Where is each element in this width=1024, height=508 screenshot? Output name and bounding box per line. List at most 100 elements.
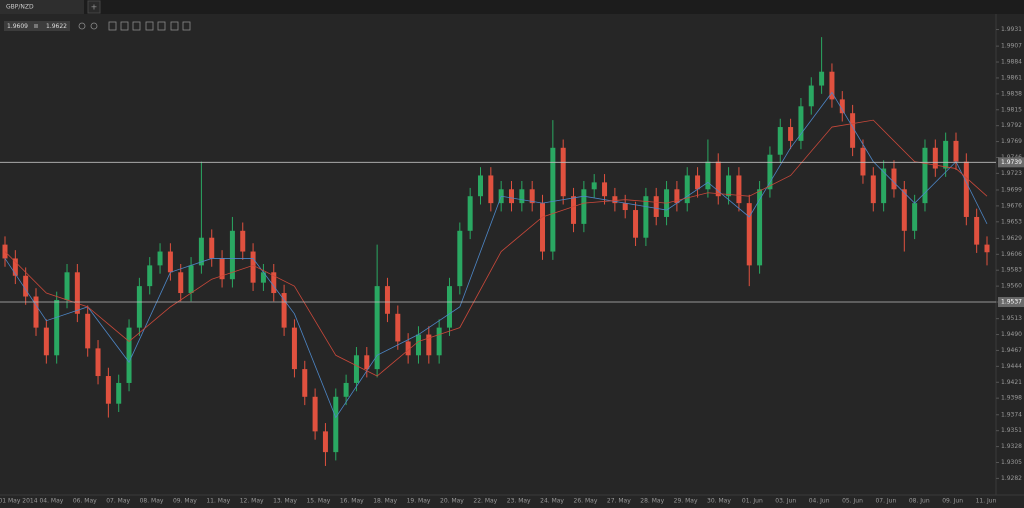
- bid: 1.9609: [7, 23, 28, 30]
- candle-body: [157, 251, 163, 266]
- candle-body: [571, 196, 577, 224]
- candle-body: [436, 327, 442, 356]
- y-tick-label: 1.9769: [1001, 138, 1022, 145]
- y-tick-label: 1.9931: [1001, 26, 1022, 33]
- y-tick-label: 1.9792: [1001, 122, 1022, 129]
- candle-body: [788, 127, 794, 141]
- candle-body: [364, 355, 370, 370]
- tab-bar: [0, 0, 1024, 14]
- x-tick-label: 08. May: [140, 498, 164, 505]
- level-label: 1.9537: [1001, 299, 1022, 306]
- candle-body: [519, 189, 525, 204]
- candle-body: [705, 161, 711, 190]
- x-tick-label: 01 May 2014: [0, 498, 38, 505]
- tab-title[interactable]: GBP/NZD: [6, 4, 34, 11]
- candle-body: [426, 334, 432, 356]
- candle-body: [446, 286, 452, 328]
- candle-body: [322, 431, 328, 453]
- candle-body: [653, 196, 659, 217]
- add-tab-button[interactable]: [87, 0, 101, 14]
- tool-draw[interactable]: [182, 21, 191, 31]
- candle-body: [54, 299, 60, 356]
- tool-indicators[interactable]: [120, 21, 129, 31]
- y-tick-label: 1.9398: [1001, 395, 1022, 402]
- x-tick-label: 05. Jun: [842, 498, 863, 505]
- candle-body: [881, 168, 887, 204]
- candle-body: [353, 355, 359, 383]
- candle-body: [64, 272, 70, 300]
- tool-snapshot[interactable]: [157, 21, 166, 31]
- candle-body: [281, 293, 287, 328]
- tool-chart-type[interactable]: [132, 21, 141, 31]
- x-tick-label: 11. Jun: [976, 498, 997, 505]
- level-label: 1.9739: [1001, 159, 1022, 166]
- candle-body: [633, 210, 639, 238]
- x-tick-label: 26. May: [574, 498, 598, 505]
- candle-body: [167, 251, 173, 273]
- candle-body: [581, 189, 587, 224]
- candle-body: [829, 71, 835, 100]
- candle-body: [95, 348, 101, 377]
- tab[interactable]: [0, 0, 84, 14]
- candle-body: [540, 203, 546, 252]
- candle-body: [912, 203, 918, 231]
- zoom-in[interactable]: [78, 22, 86, 30]
- candle-body: [839, 99, 845, 114]
- candle-body: [415, 334, 421, 356]
- tool-settings[interactable]: [170, 21, 179, 31]
- y-tick-label: 1.9653: [1001, 218, 1022, 225]
- moving-average: [4, 91, 988, 419]
- tool-template[interactable]: [145, 21, 154, 31]
- x-tick-label: 03. Jun: [775, 498, 796, 505]
- ask: 1.9622: [46, 23, 67, 30]
- x-tick-label: 09. Jun: [942, 498, 963, 505]
- candle-body: [777, 127, 783, 155]
- y-tick-label: 1.9676: [1001, 202, 1022, 209]
- zoom-out[interactable]: [90, 22, 98, 30]
- x-tick-label: 01. Jun: [742, 498, 763, 505]
- candle-body: [901, 189, 907, 231]
- y-tick-label: 1.9629: [1001, 235, 1022, 242]
- tool-cursor[interactable]: [108, 21, 117, 31]
- toolbar: [78, 21, 191, 31]
- candle-body: [984, 244, 990, 253]
- x-tick-label: 28. May: [640, 498, 664, 505]
- y-tick-label: 1.9884: [1001, 59, 1022, 66]
- y-tick-label: 1.9606: [1001, 251, 1022, 258]
- add-tab-label[interactable]: +: [91, 3, 98, 12]
- x-tick-label: 30. May: [707, 498, 731, 505]
- candle-body: [116, 382, 122, 404]
- candle-body: [374, 286, 380, 370]
- candle-body: [891, 168, 897, 190]
- candle-body: [74, 272, 80, 314]
- x-tick-label: 11. May: [206, 498, 230, 505]
- quote-separator: [34, 24, 38, 28]
- y-tick-label: 1.9421: [1001, 379, 1022, 386]
- candle-body: [767, 154, 773, 190]
- candle-body: [550, 147, 556, 252]
- candle-body: [457, 230, 463, 287]
- y-tick-label: 1.9328: [1001, 443, 1022, 450]
- candle-body: [953, 140, 959, 162]
- y-tick-label: 1.9723: [1001, 170, 1022, 177]
- candle-body: [922, 147, 928, 204]
- candle-body: [33, 296, 39, 328]
- candle-body: [477, 175, 483, 197]
- candle-body: [560, 147, 566, 197]
- candle-body: [105, 376, 111, 404]
- candle-body: [684, 175, 690, 204]
- candle-body: [85, 313, 91, 349]
- candle-body: [291, 327, 297, 370]
- candle-body: [850, 113, 856, 148]
- candle-body: [509, 189, 515, 204]
- candle-body: [12, 258, 18, 276]
- x-tick-label: 06. May: [73, 498, 97, 505]
- y-tick-label: 1.9374: [1001, 411, 1022, 418]
- x-tick-label: 29. May: [674, 498, 698, 505]
- y-tick-label: 1.9490: [1001, 331, 1022, 338]
- x-tick-label: 12. May: [240, 498, 264, 505]
- x-tick-label: 07. May: [106, 498, 130, 505]
- y-tick-label: 1.9513: [1001, 315, 1022, 322]
